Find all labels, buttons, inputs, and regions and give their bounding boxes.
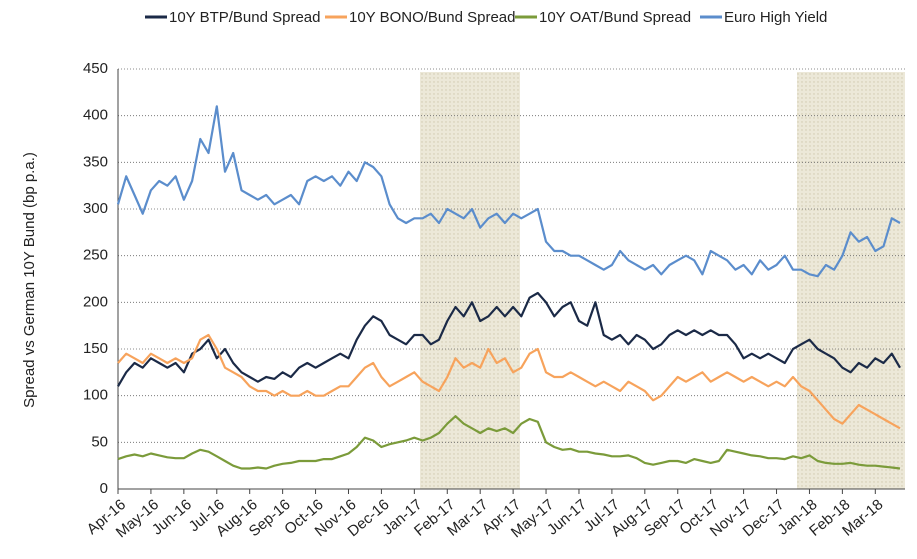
y-tick-label: 250: [83, 247, 108, 264]
shaded-period: [420, 72, 520, 489]
y-tick-label: 200: [83, 293, 108, 310]
series-line: [117, 291, 901, 387]
series-line: [117, 333, 901, 430]
y-tick-label: 0: [100, 480, 108, 497]
y-tick-label: 300: [83, 200, 108, 217]
legend-label: Euro High Yield: [724, 9, 827, 26]
legend-label: 10Y BTP/Bund Spread: [169, 9, 321, 26]
y-tick-label: 450: [83, 60, 108, 77]
legend-label: 10Y BONO/Bund Spread: [349, 9, 516, 26]
y-tick-label: 50: [91, 433, 108, 450]
y-tick-label: 400: [83, 107, 108, 124]
y-axis-label: Spread vs German 10Y Bund (bp p.a.): [21, 152, 38, 408]
y-tick-label: 150: [83, 340, 108, 357]
y-tick-label: 100: [83, 387, 108, 404]
series-line: [116, 105, 901, 278]
y-tick-label: 350: [83, 153, 108, 170]
series-line: [117, 415, 901, 470]
shaded-period: [797, 72, 905, 489]
legend-label: 10Y OAT/Bund Spread: [539, 9, 691, 26]
